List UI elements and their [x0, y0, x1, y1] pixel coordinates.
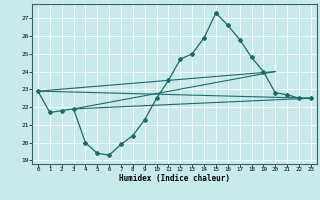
- X-axis label: Humidex (Indice chaleur): Humidex (Indice chaleur): [119, 174, 230, 183]
